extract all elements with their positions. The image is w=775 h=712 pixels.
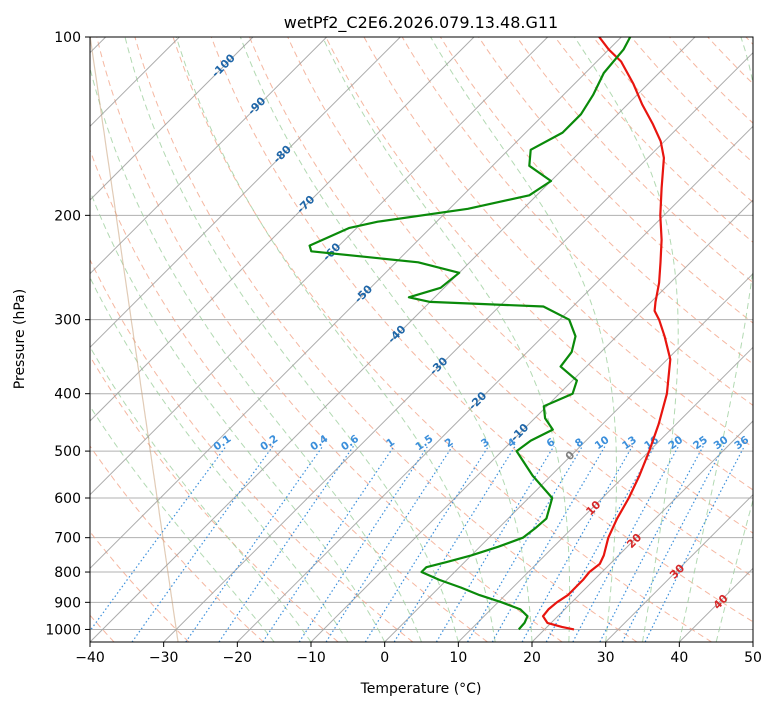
y-tick-label: 700 [54, 531, 81, 547]
x-tick-label: 10 [449, 650, 467, 666]
x-tick-label: −40 [75, 650, 105, 666]
x-tick-label: 40 [670, 650, 688, 666]
y-tick-label: 800 [54, 565, 81, 581]
x-axis-label: Temperature (°C) [360, 681, 482, 697]
x-tick-label: 0 [380, 650, 389, 666]
x-tick-label: −30 [149, 650, 179, 666]
x-tick-label: 30 [597, 650, 615, 666]
y-tick-label: 1000 [45, 622, 81, 638]
y-tick-label: 400 [54, 387, 81, 403]
x-tick-label: 50 [744, 650, 762, 666]
chart-title: wetPf2_C2E6.2026.079.13.48.G11 [284, 13, 558, 33]
x-tick-label: −10 [296, 650, 326, 666]
y-axis-label: Pressure (hPa) [12, 289, 28, 389]
x-tick-label: −20 [223, 650, 253, 666]
y-tick-label: 500 [54, 444, 81, 460]
y-tick-label: 100 [54, 30, 81, 46]
y-tick-label: 900 [54, 595, 81, 611]
y-tick-label: 300 [54, 313, 81, 329]
y-tick-label: 600 [54, 491, 81, 507]
x-tick-label: 20 [523, 650, 541, 666]
y-tick-label: 200 [54, 208, 81, 224]
